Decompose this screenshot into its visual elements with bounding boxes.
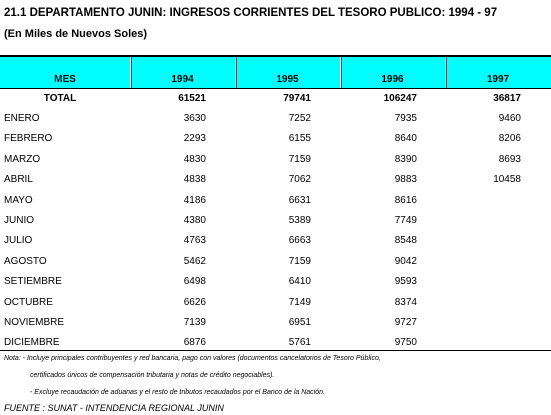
column-separator	[445, 57, 447, 88]
cell: 7935	[394, 113, 417, 124]
cell: 6951	[288, 317, 311, 328]
column-separator	[235, 57, 237, 88]
cell: 7139	[183, 317, 206, 328]
cell: 9883	[394, 174, 417, 186]
title: 21.1 DEPARTAMENTO JUNIN: INGRESOS CORRIE…	[4, 7, 498, 19]
month-label: MAYO	[4, 194, 33, 206]
cell: 7062	[288, 174, 311, 186]
note: - Excluye recaudación de aduanas y el re…	[30, 389, 325, 396]
month-label: ENERO	[4, 113, 40, 124]
column-separator	[130, 57, 132, 88]
cell: 79741	[283, 93, 311, 104]
total-label: TOTAL	[43, 93, 77, 104]
rule	[0, 55, 551, 57]
cell: 8640	[394, 133, 417, 145]
cell: 61521	[178, 93, 206, 104]
cell: 5389	[288, 215, 311, 226]
month-label: SETIEMBRE	[4, 276, 62, 288]
note: certificados únicos de compensación trib…	[30, 372, 275, 379]
cell: 7159	[288, 153, 311, 165]
cell: 6498	[183, 276, 206, 288]
cell: 9042	[394, 255, 417, 267]
cell: 6663	[288, 235, 311, 247]
cell: 7149	[288, 296, 311, 308]
column-header: 1994	[171, 74, 194, 85]
cell: 5462	[183, 255, 206, 267]
cell: 9593	[394, 276, 417, 288]
subtitle: (En Miles de Nuevos Soles)	[4, 28, 148, 40]
cell: 4763	[183, 235, 206, 247]
cell: 8206	[498, 133, 521, 145]
month-label: OCTUBRE	[4, 296, 53, 308]
month-label: MARZO	[4, 153, 41, 165]
cell: 10458	[493, 174, 521, 186]
cell: 9460	[498, 113, 521, 124]
column-header: 1996	[381, 74, 404, 85]
month-label: FEBRERO	[4, 133, 53, 145]
cell: 6155	[288, 133, 311, 145]
note: Nota: - Incluye principales contribuyent…	[4, 355, 381, 362]
cell: 9750	[394, 337, 417, 349]
source: FUENTE : SUNAT - INTENDENCIA REGIONAL JU…	[4, 403, 224, 413]
cell: 6410	[288, 276, 311, 288]
cell: 8374	[394, 296, 417, 308]
cell: 5761	[288, 337, 311, 349]
cell: 7252	[288, 113, 311, 124]
cell: 3630	[183, 113, 206, 124]
cell: 4830	[183, 153, 206, 165]
column-header: 1995	[276, 74, 299, 85]
cell: 6626	[183, 296, 206, 308]
column-header: 1997	[486, 74, 510, 85]
header-band	[0, 56, 551, 89]
rule	[0, 88, 551, 89]
month-label: JULIO	[4, 235, 33, 247]
cell: 4186	[183, 194, 206, 206]
month-label: JUNIO	[4, 215, 34, 226]
cell: 8390	[394, 153, 417, 165]
cell: 7749	[394, 215, 417, 226]
rule	[0, 350, 551, 351]
cell: 9727	[394, 317, 417, 328]
cell: 36817	[493, 93, 521, 104]
cell: 4380	[183, 215, 206, 226]
cell: 8693	[498, 153, 521, 165]
cell: 4838	[183, 174, 206, 186]
cell: 6876	[183, 337, 206, 349]
cell: 8616	[394, 194, 417, 206]
cell: 8548	[394, 235, 417, 247]
column-header: MES	[54, 74, 76, 85]
month-label: DICIEMBRE	[4, 337, 60, 349]
cell: 106247	[383, 93, 417, 104]
month-label: ABRIL	[4, 174, 33, 186]
month-label: NOVIEMBRE	[4, 317, 65, 328]
month-label: AGOSTO	[4, 255, 47, 267]
cell: 6631	[288, 194, 311, 206]
cell: 7159	[288, 255, 311, 267]
column-separator	[340, 57, 342, 88]
cell: 2293	[183, 133, 206, 145]
